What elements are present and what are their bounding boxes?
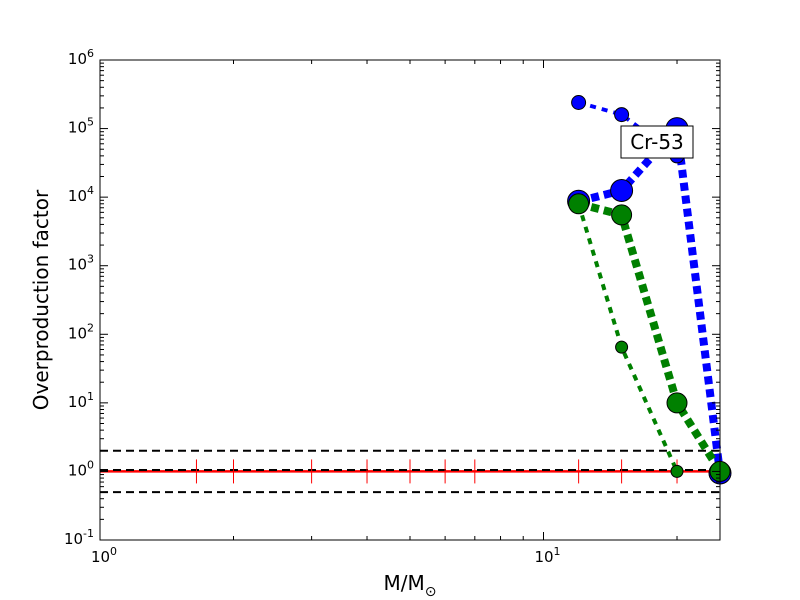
- x-tick-label-0: 100: [91, 545, 117, 566]
- y-tick-label-6: 105: [68, 116, 94, 137]
- series-0-point-1: [614, 107, 630, 123]
- reference-lines: [100, 449, 721, 494]
- y-tick-label-2: 101: [68, 390, 94, 411]
- series-3-point-1: [611, 204, 633, 226]
- y-tick-label-4: 103: [68, 253, 94, 274]
- annotation-frame: [620, 125, 694, 159]
- series-3-point-0: [568, 193, 590, 215]
- y-tick-label-1: 100: [68, 458, 94, 479]
- series-2-point-2: [670, 464, 684, 478]
- y-tick-label-3: 102: [68, 321, 94, 342]
- series-line-2: [576, 203, 679, 473]
- series-line-1: [577, 119, 724, 474]
- annotation-label: Cr-53: [630, 130, 684, 154]
- annotation-box: Cr-53: [620, 125, 694, 159]
- series-2-point-1: [615, 340, 629, 354]
- y-axis-label: Overproduction factor: [29, 189, 53, 410]
- svg-text:M/M⊙: M/M⊙: [384, 571, 437, 600]
- x-axis-label-subscript: ⊙: [425, 584, 437, 600]
- series-0-point-0: [571, 95, 587, 110]
- x-tick-label-1: 101: [534, 545, 560, 566]
- y-tick-label-0: 10-1: [64, 527, 94, 548]
- y-tick-label-7: 106: [68, 47, 94, 68]
- series-3-point-2: [666, 392, 688, 414]
- x-axis-label: M/M⊙: [384, 571, 437, 600]
- series-line-0: [578, 100, 679, 158]
- y-tick-label-5: 104: [68, 184, 94, 205]
- series-1-point-1: [610, 179, 634, 202]
- x-axis-label-main: M/M: [384, 571, 425, 595]
- series-line-3: [577, 199, 724, 474]
